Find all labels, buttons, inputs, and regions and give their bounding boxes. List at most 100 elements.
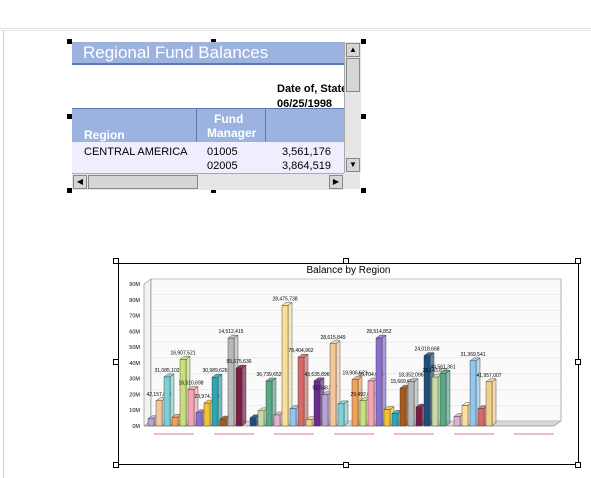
chart-title: Balance by Region — [306, 265, 391, 276]
data-label: 31,085,102 — [154, 368, 179, 374]
resize-handle[interactable] — [67, 114, 72, 119]
scroll-up-icon[interactable]: ▲ — [346, 43, 360, 57]
data-label: 41,957,007 — [476, 373, 501, 379]
bar — [297, 357, 305, 427]
bar — [485, 381, 493, 427]
table-cell-balance: 3,561,176 — [282, 146, 331, 158]
bar — [337, 403, 345, 427]
bar — [257, 410, 265, 427]
bar — [321, 394, 329, 427]
bar-side — [241, 364, 247, 427]
resize-handle[interactable] — [113, 462, 119, 468]
table-header — [72, 108, 344, 142]
resize-handle[interactable] — [575, 462, 581, 468]
ruler-line — [0, 30, 591, 31]
table-object[interactable] — [67, 39, 366, 193]
resize-handle[interactable] — [575, 359, 581, 365]
bar — [147, 418, 155, 427]
data-label: 29,492,612 — [350, 392, 375, 398]
data-label: 24,018,668 — [414, 347, 439, 353]
data-label: 28,514,852 — [366, 329, 391, 335]
resize-handle[interactable] — [67, 188, 72, 193]
y-tick-label: 20M — [129, 392, 140, 398]
scroll-left-icon[interactable]: ◀ — [73, 175, 87, 189]
header-separator — [196, 109, 197, 142]
data-label: 14,512,415 — [218, 329, 243, 335]
bar-side — [445, 369, 451, 427]
table-cell-balance: 3,864,519 — [282, 160, 331, 172]
bar — [477, 408, 485, 427]
resize-handle[interactable] — [361, 114, 366, 119]
table-body — [72, 142, 344, 173]
data-label: 16,907,521 — [170, 350, 195, 356]
header-separator — [265, 109, 266, 142]
data-label: 18,352,096 — [398, 373, 423, 379]
resize-handle[interactable] — [343, 462, 349, 468]
bar — [265, 380, 273, 427]
data-label: 19,906,521 — [342, 371, 367, 377]
column-header-manager: Manager — [207, 126, 257, 140]
y-tick-label: 50M — [129, 345, 140, 351]
bar — [469, 360, 477, 427]
bar — [399, 387, 407, 427]
data-label: 78,404,962 — [288, 348, 313, 354]
bar — [155, 400, 163, 427]
bar — [163, 376, 171, 427]
data-label: 44,561,361 — [430, 364, 455, 370]
bar — [171, 416, 179, 427]
bar — [359, 400, 367, 427]
resize-handle[interactable] — [211, 188, 216, 193]
resize-handle[interactable] — [67, 39, 72, 44]
y-tick-label: 80M — [129, 298, 140, 304]
resize-handle[interactable] — [113, 359, 119, 365]
table-title: Regional Fund Balances — [72, 42, 344, 63]
bar — [187, 389, 195, 427]
horizontal-scrollbar[interactable]: ◀ ▶ — [72, 173, 344, 190]
bar-side — [303, 353, 309, 427]
data-label: 30,989,626 — [202, 368, 227, 374]
resize-handle[interactable] — [211, 39, 216, 44]
bar — [423, 355, 431, 427]
resize-handle[interactable] — [575, 258, 581, 264]
resize-handle[interactable] — [361, 39, 366, 44]
data-label: 43,635,896 — [304, 372, 329, 378]
data-label: 55,675,636 — [226, 359, 251, 365]
table-cell-manager: 01005 — [207, 146, 238, 158]
data-label: 36,739,652 — [256, 372, 281, 378]
data-label: 16,510,698 — [178, 381, 203, 387]
bar — [439, 373, 447, 427]
bar — [249, 417, 257, 427]
header-top-line — [72, 108, 344, 109]
bar — [313, 380, 321, 427]
date-value: 06/25/1998 — [277, 98, 333, 110]
table-cell-region: CENTRAL AMERICA — [84, 146, 188, 158]
bar — [329, 343, 337, 427]
scroll-thumb[interactable] — [88, 175, 198, 189]
bar — [375, 337, 383, 427]
bar — [235, 367, 243, 427]
bar — [281, 305, 289, 427]
scroll-corner — [344, 173, 360, 189]
column-header-fund: Fund — [214, 112, 244, 126]
bar — [305, 419, 313, 427]
bar — [383, 409, 391, 427]
bar-chart: 0M 10M 20M 30M 40M 50M 60M 70M 80M 90M 42,157,634 3… — [129, 278, 562, 435]
scroll-thumb[interactable] — [346, 58, 360, 92]
bar — [273, 414, 281, 427]
data-label: 52,048,527 — [312, 386, 337, 392]
bar — [351, 379, 359, 427]
data-label: 28,143,823 — [422, 368, 447, 374]
resize-handle[interactable] — [113, 258, 119, 264]
bar-side — [491, 378, 497, 427]
bar — [179, 359, 187, 427]
resize-handle[interactable] — [361, 188, 366, 193]
bar — [219, 418, 227, 427]
data-label: 55,704,646 — [358, 372, 383, 378]
vertical-scrollbar[interactable]: ▲ ▼ — [344, 42, 361, 173]
scroll-down-icon[interactable]: ▼ — [346, 158, 360, 172]
date-label: Date of, State — [277, 83, 348, 95]
scroll-right-icon[interactable]: ▶ — [329, 175, 343, 189]
resize-handle[interactable] — [343, 258, 349, 264]
page-margin-line — [3, 30, 4, 478]
column-header-region: Region — [84, 128, 125, 142]
